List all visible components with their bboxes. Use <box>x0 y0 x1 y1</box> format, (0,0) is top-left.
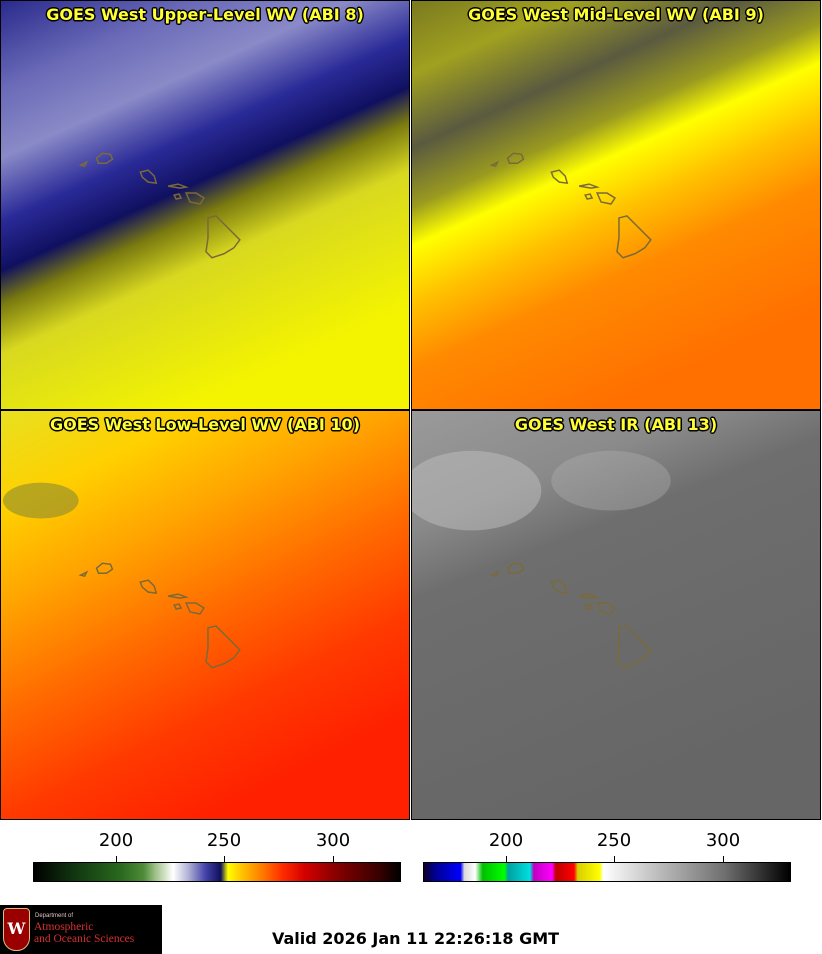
mid-level-wv-image <box>412 1 820 409</box>
upper-level-wv-panel: GOES West Upper-Level WV (ABI 8) <box>0 0 410 410</box>
colorbar-tick-label: 250 <box>206 830 242 851</box>
wv-colorbar <box>33 862 401 882</box>
mid-level-wv-panel: GOES West Mid-Level WV (ABI 9) <box>411 0 821 410</box>
colorbar-tick-label: 200 <box>98 830 134 851</box>
colorbar-tick <box>224 856 225 862</box>
logo-line-department: Department of <box>35 913 74 919</box>
panel-title: GOES West Low-Level WV (ABI 10) <box>49 415 360 434</box>
colorbar-tick-label: 300 <box>705 830 741 851</box>
logo-line-name: Atmospheric and Oceanic Sciences <box>34 921 135 945</box>
colorbar-tick <box>723 856 724 862</box>
ir-colorbar <box>423 862 791 882</box>
colorbar-tick-label: 300 <box>315 830 351 851</box>
aos-logo[interactable]: W Department of Atmospheric and Oceanic S… <box>0 905 162 954</box>
valid-time-label: Valid 2026 Jan 11 22:26:18 GMT <box>272 929 560 948</box>
uw-crest-icon: W <box>3 908 30 951</box>
colorbar-tick-label: 250 <box>596 830 632 851</box>
panel-title: GOES West Upper-Level WV (ABI 8) <box>46 5 364 24</box>
upper-level-wv-image <box>1 1 409 409</box>
ir-image <box>412 411 820 819</box>
colorbar-tick <box>614 856 615 862</box>
low-level-wv-panel: GOES West Low-Level WV (ABI 10) <box>0 410 410 820</box>
low-level-wv-image <box>1 411 409 819</box>
panel-title: GOES West Mid-Level WV (ABI 9) <box>468 5 764 24</box>
ir-panel: GOES West IR (ABI 13) <box>411 410 821 820</box>
panel-title: GOES West IR (ABI 13) <box>514 415 718 434</box>
colorbar-tick-label: 200 <box>488 830 524 851</box>
colorbar-tick <box>333 856 334 862</box>
colorbar-tick <box>116 856 117 862</box>
colorbar-tick <box>506 856 507 862</box>
